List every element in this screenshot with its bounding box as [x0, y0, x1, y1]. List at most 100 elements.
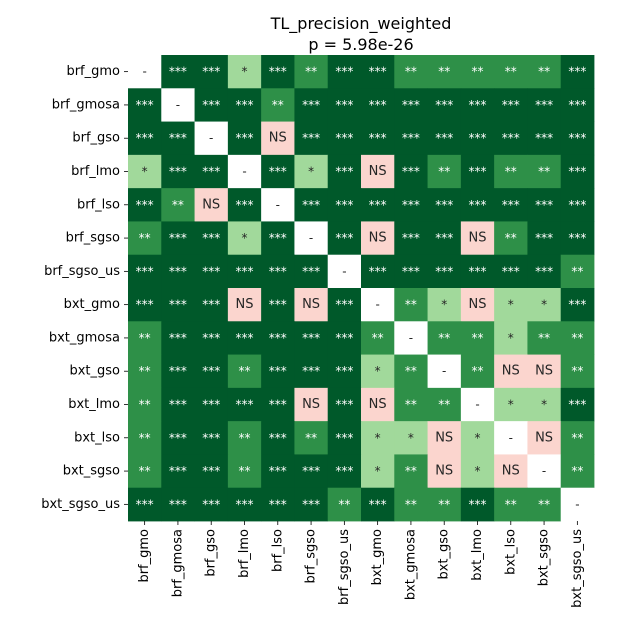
cell-annotation: ** [538, 165, 550, 179]
cell-annotation: ** [139, 364, 151, 378]
cell-annotation: *** [535, 231, 553, 245]
heatmap-cell [227, 288, 262, 322]
heatmap-cell [128, 188, 162, 222]
cell-annotation: *** [302, 98, 320, 112]
cell-annotation: *** [202, 497, 220, 511]
chart-title: TL_precision_weighted [270, 14, 452, 34]
heatmap-cell [294, 55, 329, 89]
y-tick-label: bxt_gmo [64, 297, 120, 312]
cell-annotation: ** [472, 364, 484, 378]
heatmap-cell [460, 154, 495, 189]
cell-annotation: ** [405, 298, 417, 312]
cell-annotation: *** [469, 198, 487, 212]
cell-annotation: *** [435, 198, 453, 212]
cell-annotation: ** [305, 431, 317, 445]
heatmap-cell [294, 354, 329, 389]
x-tick-label: bxt_sgso [537, 529, 552, 586]
heatmap-cell [161, 487, 195, 522]
cell-annotation: ** [305, 65, 317, 79]
x-tick-label: brf_gmo [137, 529, 152, 583]
cell-annotation: *** [469, 497, 487, 511]
heatmap-cell [128, 321, 162, 355]
x-tick-label: bxt_gmo [370, 529, 385, 585]
heatmap-cell [527, 454, 562, 489]
heatmap-cell [560, 321, 595, 355]
heatmap-cell [194, 321, 229, 355]
heatmap-cell [494, 121, 528, 156]
cell-annotation: *** [568, 98, 586, 112]
x-tick-label: brf_sgso_us [337, 529, 352, 605]
cell-annotation: NS [502, 364, 520, 379]
cell-annotation: *** [435, 131, 453, 145]
cell-annotation: *** [568, 198, 586, 212]
cell-annotation: *** [202, 364, 220, 378]
cell-annotation: ** [405, 464, 417, 478]
heatmap-cell [494, 387, 528, 422]
cell-annotation: *** [302, 198, 320, 212]
x-tick-label: brf_sgso [304, 529, 319, 583]
cell-annotation: *** [136, 298, 154, 312]
heatmap-cell [560, 88, 595, 122]
heatmap-cell [161, 221, 195, 256]
cell-annotation: *** [302, 264, 320, 278]
y-tick-label: bxt_lso [74, 430, 120, 445]
heatmap-cell [494, 254, 528, 289]
cell-annotation: *** [568, 398, 586, 412]
heatmap-cell [460, 288, 495, 322]
cell-annotation: *** [469, 165, 487, 179]
cell-annotation: NS [202, 197, 220, 212]
heatmap-cell [427, 421, 462, 455]
heatmap-cell [128, 254, 162, 289]
heatmap-cell [194, 487, 229, 522]
cell-annotation: * [508, 398, 514, 412]
heatmap-cell [227, 354, 262, 389]
cell-annotation: - [176, 98, 180, 112]
heatmap-cell [427, 387, 462, 422]
cell-annotation: *** [269, 464, 287, 478]
cell-annotation: * [375, 464, 381, 478]
cell-annotation: *** [402, 264, 420, 278]
cell-annotation: ** [538, 65, 550, 79]
x-tick-label: bxt_gso [437, 529, 452, 580]
cell-annotation: *** [169, 497, 187, 511]
heatmap-cell [460, 387, 495, 422]
cell-annotation: *** [369, 264, 387, 278]
x-tick-label: bxt_sgso_us [570, 529, 585, 608]
cell-annotation: - [442, 364, 446, 378]
heatmap-cell [361, 454, 395, 489]
heatmap-cell [560, 55, 595, 89]
heatmap-cell [294, 154, 329, 189]
cell-annotation: ** [139, 398, 151, 412]
cell-annotation: *** [335, 98, 353, 112]
cell-annotation: *** [568, 131, 586, 145]
heatmap-cell [361, 288, 395, 322]
cell-annotation: *** [202, 298, 220, 312]
cell-annotation: ** [405, 364, 417, 378]
heatmap-cell [427, 454, 462, 489]
heatmap-cell [261, 454, 295, 489]
cell-annotation: *** [369, 98, 387, 112]
cell-annotation: *** [169, 65, 187, 79]
heatmap-cell [261, 121, 295, 156]
cell-annotation: - [209, 131, 213, 145]
cell-annotation: * [508, 331, 514, 345]
cell-annotation: *** [236, 198, 254, 212]
y-tick-label: brf_sgso [66, 231, 120, 246]
x-tick-labels: brf_gmo brf_gmosa brf_gso brf_lmo brf_lso brf… [137, 521, 585, 608]
heatmap-cell [261, 154, 295, 189]
heatmap-cell [394, 454, 428, 489]
y-tick-label: bxt_sgso_us [41, 497, 120, 512]
heatmap-cell [494, 154, 528, 189]
cell-annotation: NS [369, 397, 387, 412]
heatmap-cell [494, 288, 528, 322]
cell-annotation: *** [202, 431, 220, 445]
heatmap-cell [194, 154, 229, 189]
heatmap-cell [560, 288, 595, 322]
heatmap-cell [161, 121, 195, 156]
cell-annotation: - [575, 497, 579, 511]
y-tick-label: brf_gmo [66, 64, 120, 79]
heatmap-cell [460, 254, 495, 289]
chart-subtitle: p = 5.98e-26 [308, 35, 413, 54]
heatmap-cell [560, 421, 595, 455]
cell-annotation: *** [302, 331, 320, 345]
